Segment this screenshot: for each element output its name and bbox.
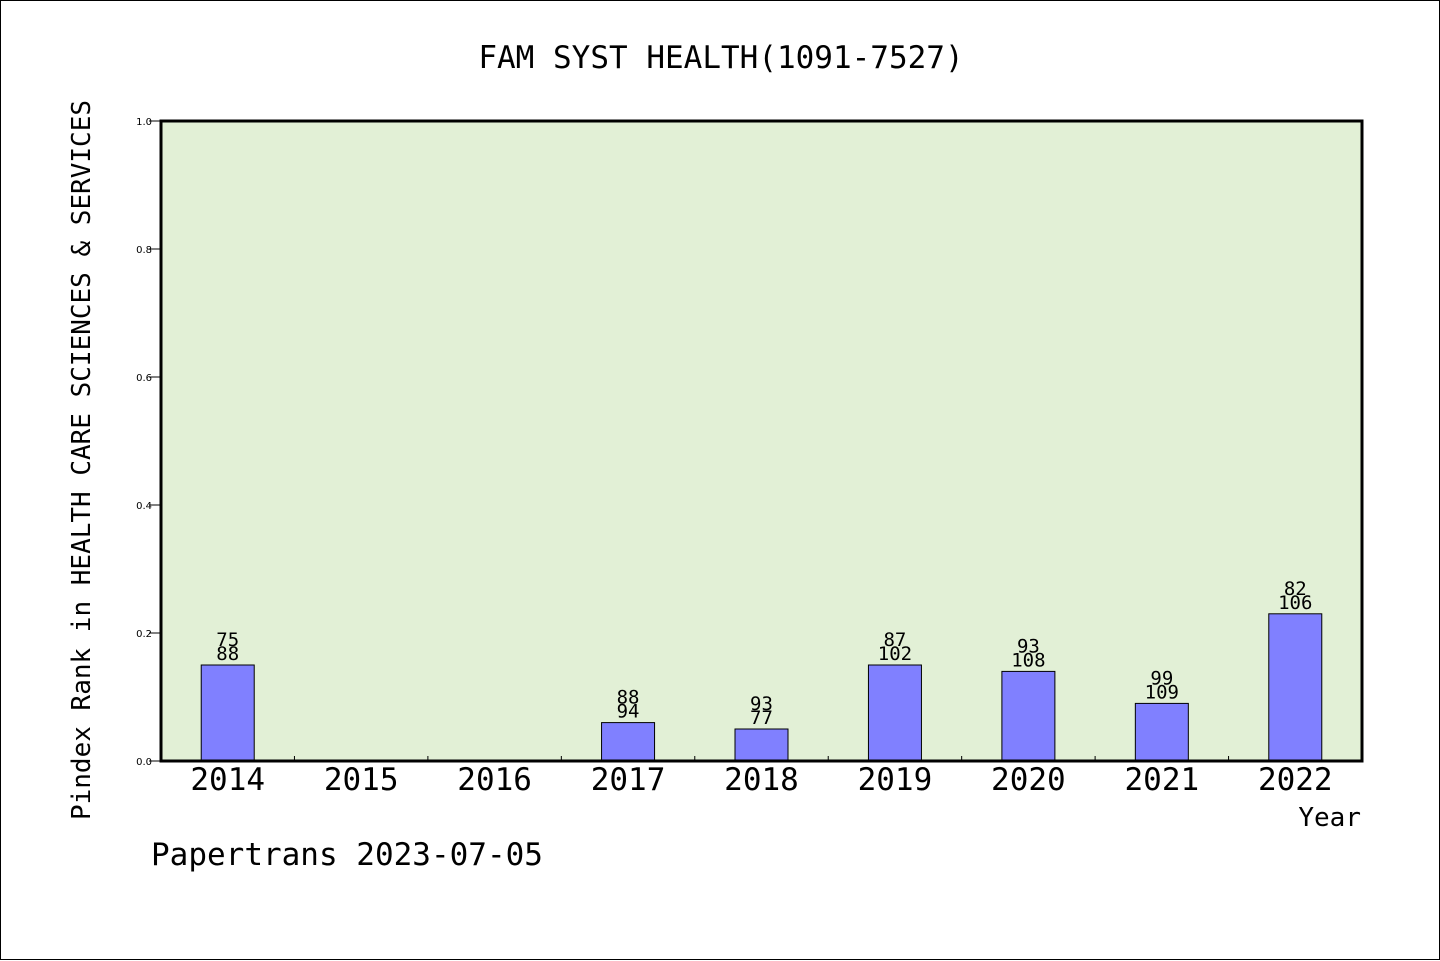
plot-border bbox=[159, 119, 1364, 763]
bar-2018 bbox=[734, 728, 789, 762]
plot-area bbox=[159, 119, 1364, 763]
footer-credit: Papertrans 2023-07-05 bbox=[151, 837, 543, 873]
data-label-bottom: 102 bbox=[878, 643, 912, 665]
x-tick-label: 2016 bbox=[457, 762, 532, 798]
bar-2020 bbox=[1001, 670, 1056, 762]
bar-2019 bbox=[867, 664, 922, 762]
data-label-bottom: 109 bbox=[1145, 681, 1179, 703]
data-label-top: 93 bbox=[750, 693, 773, 715]
y-tick-label: 1.0 bbox=[136, 117, 152, 128]
y-axis: 0.0 0.2 0.4 0.6 0.8 1.0 bbox=[136, 117, 161, 768]
y-tick-label: 0.0 bbox=[136, 757, 152, 768]
data-label-top: 93 bbox=[1017, 635, 1040, 657]
bar-2017 bbox=[601, 722, 656, 762]
data-label-top: 75 bbox=[216, 629, 239, 651]
x-axis-label: Year bbox=[1298, 803, 1361, 833]
data-label-top: 82 bbox=[1284, 578, 1307, 600]
bar-2014 bbox=[200, 664, 255, 762]
chart-title: FAM SYST HEALTH(1091-7527) bbox=[478, 40, 963, 76]
data-label-bottom: 106 bbox=[1278, 592, 1312, 614]
x-tick-label: 2017 bbox=[591, 762, 666, 798]
x-tick-label: 2014 bbox=[190, 762, 265, 798]
data-label-top: 99 bbox=[1150, 667, 1173, 689]
x-tick-label: 2019 bbox=[858, 762, 933, 798]
data-label-bottom: 94 bbox=[617, 701, 640, 723]
bar-series bbox=[200, 613, 1323, 762]
data-label-top: 87 bbox=[883, 629, 906, 651]
x-tick-label: 2018 bbox=[724, 762, 799, 798]
y-tick-label: 0.2 bbox=[136, 629, 152, 640]
y-tick-label: 0.4 bbox=[136, 501, 152, 512]
x-tick-label: 2022 bbox=[1258, 762, 1333, 798]
x-tick-label: 2015 bbox=[324, 762, 399, 798]
x-axis: 2014 2015 2016 2017 2018 2019 2020 2021 2022 bbox=[190, 756, 1333, 798]
bar-2021 bbox=[1134, 702, 1189, 762]
data-label-top: 88 bbox=[617, 687, 640, 709]
y-tick-label: 0.6 bbox=[136, 373, 152, 384]
y-axis-label: Pindex Rank in HEALTH CARE SCIENCES & SE… bbox=[67, 100, 97, 820]
data-label-bottom: 77 bbox=[750, 707, 773, 729]
data-label-bottom: 88 bbox=[216, 643, 239, 665]
y-tick-label: 0.8 bbox=[136, 245, 152, 256]
bar-2022 bbox=[1268, 613, 1323, 762]
x-tick-label: 2020 bbox=[991, 762, 1066, 798]
data-label-bottom: 108 bbox=[1011, 649, 1045, 671]
x-tick-label: 2021 bbox=[1125, 762, 1200, 798]
